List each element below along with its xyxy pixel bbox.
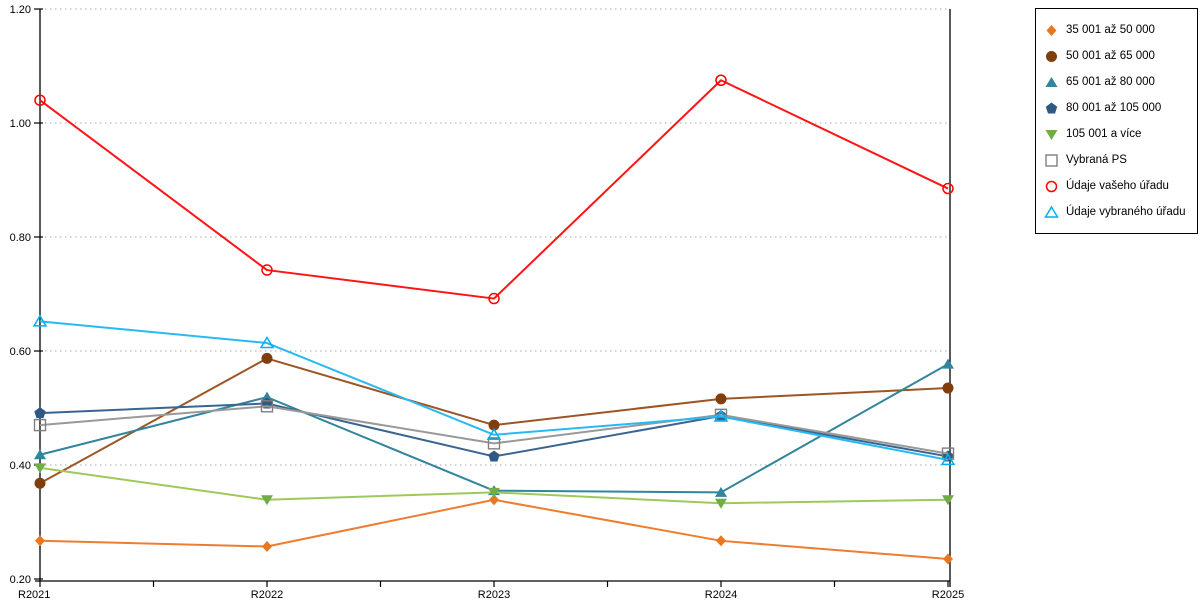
legend-label: 105 001 a více — [1066, 128, 1142, 140]
y-tick-label: 0.20 — [10, 574, 31, 586]
marker-diamond — [35, 535, 45, 547]
y-tick-label: 0.40 — [10, 460, 31, 472]
series-0 — [35, 494, 953, 565]
legend: 35 001 až 50 000 50 001 až 65 000 65 001 a… — [1035, 8, 1198, 234]
x-tick-label: R2021 — [18, 589, 50, 600]
legend-label: 50 001 až 65 000 — [1066, 50, 1155, 62]
marker-triangle-open — [713, 409, 729, 422]
diamond-icon — [1046, 24, 1057, 36]
marker-triangle-open — [32, 314, 48, 327]
marker-circle-open — [488, 292, 500, 305]
axis-labels: 0.20 0.40 0.60 0.80 1.00 1.20 R2021 R2022 R2023 R… — [10, 4, 965, 600]
triangle-down-icon — [1045, 129, 1058, 140]
marker-triangle-down — [261, 495, 273, 506]
marker-pentagon — [34, 407, 46, 419]
marker-circle — [261, 352, 273, 364]
marker-triangle-open — [940, 452, 956, 466]
series-line — [39, 79, 949, 300]
marker-diamond — [1046, 24, 1057, 36]
marker-triangle-up — [715, 486, 727, 497]
marker-diamond — [489, 494, 499, 506]
marker-pentagon — [1045, 102, 1058, 113]
y-tick-label: 0.80 — [10, 232, 31, 244]
marker-circle-open — [261, 264, 273, 276]
marker-circle-open — [942, 182, 954, 195]
marker-circle — [715, 393, 727, 405]
marker-diamond — [943, 553, 953, 565]
legend-item-5: Vybraná PS — [1044, 147, 1189, 173]
marker-pentagon — [488, 450, 500, 462]
x-tick-label: R2024 — [705, 589, 737, 600]
marker-circle-open — [715, 74, 727, 86]
marker-square-open — [33, 418, 47, 432]
marker-triangle-down — [715, 498, 727, 509]
marker-circle-open — [34, 94, 46, 106]
gridlines — [40, 8, 950, 466]
circle-icon — [1046, 50, 1057, 62]
marker-triangle-open — [486, 427, 502, 441]
legend-label: Vybraná PS — [1066, 154, 1127, 166]
marker-triangle-up — [1045, 76, 1058, 87]
triangle-up-icon — [1045, 76, 1058, 87]
y-tick-label: 1.20 — [10, 4, 31, 16]
marker-triangle-down — [942, 495, 954, 506]
marker-square-open — [1045, 153, 1058, 167]
x-tick-label: R2023 — [478, 589, 510, 600]
legend-item-4: 105 001 a více — [1044, 121, 1189, 147]
x-tick-label: R2022 — [251, 589, 283, 600]
marker-diamond — [716, 535, 726, 547]
series-line — [39, 320, 949, 461]
marker-triangle-down — [488, 487, 500, 498]
marker-diamond — [262, 541, 272, 553]
series-1 — [34, 352, 954, 489]
series-6 — [34, 74, 954, 305]
marker-triangle-down — [34, 463, 46, 474]
legend-item-1: 50 001 až 65 000 — [1044, 43, 1189, 69]
marker-triangle-open — [1044, 205, 1059, 218]
legend-label: Údaje vašeho úřadu — [1066, 180, 1169, 192]
x-tick-label: R2025 — [932, 589, 964, 600]
marker-square-open — [260, 400, 274, 413]
legend-label: 35 001 až 50 000 — [1066, 24, 1155, 36]
pentagon-icon — [1045, 102, 1058, 113]
y-tick-label: 0.60 — [10, 346, 31, 358]
series-line — [39, 405, 949, 455]
legend-item-7: Údaje vybraného úřadu — [1044, 199, 1189, 225]
y-tick-label: 1.00 — [10, 118, 31, 130]
marker-square-open — [487, 437, 501, 450]
triangle-open-icon — [1044, 205, 1059, 218]
legend-label: Údaje vybraného úřadu — [1066, 206, 1186, 218]
marker-triangle-up — [942, 358, 954, 369]
marker-triangle-up — [34, 449, 46, 460]
legend-label: 65 001 až 80 000 — [1066, 76, 1155, 88]
marker-circle-open — [1045, 180, 1058, 192]
marker-triangle-up — [261, 391, 273, 402]
legend-item-2: 65 001 až 80 000 — [1044, 69, 1189, 95]
marker-triangle-open — [259, 336, 275, 349]
square-open-icon — [1045, 153, 1058, 167]
series-7 — [32, 314, 956, 466]
series-4 — [34, 463, 954, 509]
marker-circle — [488, 419, 500, 431]
circle-open-icon — [1045, 180, 1058, 192]
legend-item-0: 35 001 až 50 000 — [1044, 17, 1189, 43]
data-series — [32, 74, 956, 565]
marker-triangle-down — [1045, 129, 1058, 140]
legend-label: 80 001 až 105 000 — [1066, 102, 1162, 114]
legend-item-6: Údaje vašeho úřadu — [1044, 173, 1189, 199]
marker-circle — [34, 477, 46, 489]
marker-circle — [942, 382, 954, 394]
legend-item-3: 80 001 až 105 000 — [1044, 95, 1189, 121]
series-line — [39, 498, 949, 561]
marker-circle — [1046, 50, 1057, 62]
